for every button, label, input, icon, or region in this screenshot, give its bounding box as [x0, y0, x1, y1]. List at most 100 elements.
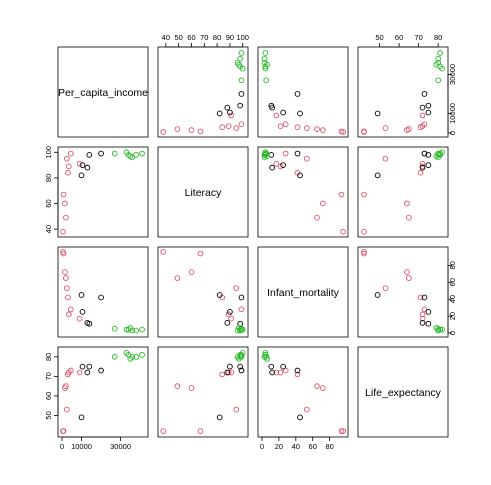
variable-label-infant-mortality: Infant_mortality — [267, 287, 340, 299]
tick-label-top-literacy-4: 80 — [213, 33, 221, 42]
tick-label-right-per-capita-income-2: 30000 — [448, 64, 457, 85]
point-life-expectancy-vs-per-capita-income-g1-1 — [79, 363, 86, 370]
point-infant-mortality-vs-life-expectancy-g0-4 — [382, 285, 389, 292]
point-life-expectancy-vs-per-capita-income-g2-4 — [129, 354, 136, 360]
point-life-expectancy-vs-literacy-g2-6 — [238, 352, 245, 358]
point-infant-mortality-vs-literacy-g1-0 — [216, 292, 223, 298]
point-life-expectancy-vs-infant-mortality-g0-6 — [277, 369, 284, 376]
point-infant-mortality-vs-literacy-g1-4 — [238, 294, 245, 301]
point-life-expectancy-vs-infant-mortality-g1-4 — [294, 367, 301, 374]
point-life-expectancy-vs-infant-mortality-g0-5 — [294, 371, 301, 378]
point-per-capita-income-vs-literacy-g2-0 — [238, 77, 245, 84]
variable-label-literacy: Literacy — [185, 187, 223, 199]
point-infant-mortality-vs-per-capita-income-g0-3 — [63, 275, 69, 281]
point-per-capita-income-vs-literacy-g0-8 — [228, 112, 235, 119]
tick-label-right-infant-mortality-1: 20 — [448, 312, 457, 320]
point-infant-mortality-vs-literacy-g0-1 — [197, 250, 204, 257]
tick-label-bottom-infant-mortality-1: 20 — [275, 442, 283, 451]
point-infant-mortality-vs-literacy-g1-1 — [227, 309, 233, 315]
point-infant-mortality-vs-life-expectancy-g1-0 — [374, 292, 381, 298]
point-per-capita-income-vs-life-expectancy-g1-2 — [419, 104, 426, 111]
point-infant-mortality-vs-per-capita-income-g0-2 — [62, 269, 68, 275]
point-infant-mortality-vs-literacy-g2-6 — [238, 326, 245, 333]
point-life-expectancy-vs-literacy-g0-3 — [174, 383, 181, 389]
tick-label-right-infant-mortality-4: 80 — [448, 261, 457, 269]
tick-label-top-literacy-5: 90 — [226, 33, 234, 42]
point-infant-mortality-vs-per-capita-income-g2-0 — [111, 325, 118, 332]
point-per-capita-income-vs-literacy-g1-4 — [238, 91, 245, 97]
point-literacy-vs-infant-mortality-g0-1 — [338, 191, 345, 198]
point-literacy-vs-life-expectancy-g1-4 — [421, 150, 428, 157]
tick-label-bottom-infant-mortality-2: 40 — [292, 442, 300, 451]
point-per-capita-income-vs-literacy-g0-5 — [219, 124, 226, 130]
point-per-capita-income-vs-infant-mortality-g1-4 — [294, 91, 301, 97]
point-per-capita-income-vs-life-expectancy-g2-5 — [435, 55, 441, 62]
point-literacy-vs-infant-mortality-g0-4 — [303, 155, 310, 162]
point-literacy-vs-life-expectancy-g0-2 — [404, 200, 410, 207]
tick-label-left-literacy-3: 100 — [44, 146, 53, 159]
panel-infant-mortality-vs-life-expectancy — [357, 246, 449, 338]
point-life-expectancy-vs-literacy-g1-4 — [238, 367, 245, 374]
panel-literacy-vs-infant-mortality — [257, 146, 349, 238]
point-literacy-vs-infant-mortality-g2-6 — [262, 150, 269, 157]
point-per-capita-income-vs-literacy-g0-0 — [160, 129, 167, 135]
tick-label-bottom-per-capita-income-0: 0 — [60, 442, 64, 451]
point-life-expectancy-vs-infant-mortality-g1-0 — [297, 414, 303, 421]
point-literacy-vs-per-capita-income-g0-5 — [65, 169, 71, 176]
tick-label-top-life-expectancy-2: 70 — [414, 33, 422, 42]
point-per-capita-income-vs-literacy-g0-3 — [174, 126, 181, 132]
point-per-capita-income-vs-infant-mortality-g2-6 — [262, 50, 269, 56]
point-infant-mortality-vs-literacy-g0-8 — [228, 315, 235, 322]
point-per-capita-income-vs-life-expectancy-g0-3 — [406, 126, 412, 132]
point-per-capita-income-vs-life-expectancy-g1-3 — [425, 102, 432, 109]
point-literacy-vs-infant-mortality-g0-7 — [282, 150, 289, 157]
point-literacy-vs-per-capita-income-g1-0 — [78, 172, 85, 179]
point-per-capita-income-vs-infant-mortality-g2-5 — [261, 55, 268, 62]
point-infant-mortality-vs-life-expectancy-g2-6 — [437, 326, 443, 333]
point-infant-mortality-vs-per-capita-income-g2-6 — [139, 326, 145, 333]
tick-label-top-literacy-6: 100 — [236, 33, 249, 42]
tick-label-top-literacy-1: 50 — [174, 33, 182, 42]
point-life-expectancy-vs-literacy-g0-8 — [228, 369, 235, 376]
panel-per-capita-income-vs-infant-mortality — [257, 46, 349, 138]
point-infant-mortality-vs-life-expectancy-g0-5 — [417, 294, 424, 301]
point-infant-mortality-vs-literacy-g2-5 — [237, 327, 244, 334]
variable-label-life-expectancy: Life_expectancy — [365, 387, 442, 399]
point-per-capita-income-vs-infant-mortality-g0-1 — [338, 128, 345, 135]
point-life-expectancy-vs-literacy-g0-2 — [188, 385, 195, 391]
point-literacy-vs-life-expectancy-g0-8 — [419, 160, 426, 167]
panel-infant-mortality-vs-per-capita-income — [57, 246, 149, 338]
point-infant-mortality-vs-per-capita-income-g1-0 — [78, 292, 85, 298]
point-infant-mortality-vs-literacy-g0-7 — [238, 306, 245, 313]
point-per-capita-income-vs-literacy-g0-6 — [225, 123, 232, 130]
point-literacy-vs-infant-mortality-g0-8 — [273, 160, 280, 167]
tick-label-bottom-per-capita-income-2: 30000 — [110, 442, 131, 451]
tick-label-top-life-expectancy-1: 60 — [395, 33, 403, 42]
point-life-expectancy-vs-per-capita-income-g0-3 — [63, 383, 69, 389]
point-per-capita-income-vs-infant-mortality-g1-3 — [268, 102, 275, 109]
tick-label-right-infant-mortality-2: 40 — [448, 295, 457, 303]
point-literacy-vs-per-capita-income-g0-0 — [60, 228, 66, 235]
point-literacy-vs-life-expectancy-g2-6 — [437, 150, 443, 157]
point-infant-mortality-vs-life-expectancy-g0-7 — [421, 306, 428, 313]
point-per-capita-income-vs-infant-mortality-g0-6 — [277, 123, 284, 130]
tick-label-top-literacy-0: 40 — [162, 33, 170, 42]
point-infant-mortality-vs-per-capita-income-g0-5 — [65, 294, 71, 301]
point-life-expectancy-vs-infant-mortality-g0-7 — [282, 367, 289, 374]
point-literacy-vs-infant-mortality-g1-0 — [297, 172, 303, 179]
point-literacy-vs-per-capita-income-g2-4 — [129, 154, 136, 161]
point-life-expectancy-vs-literacy-g1-0 — [216, 414, 223, 421]
panel-literacy-vs-life-expectancy — [357, 146, 449, 238]
panel-life-expectancy-vs-literacy — [157, 346, 249, 438]
tick-label-right-per-capita-income-0: 0 — [448, 131, 457, 135]
point-literacy-vs-life-expectancy-g0-3 — [406, 214, 412, 221]
point-per-capita-income-vs-infant-mortality-g0-7 — [282, 121, 289, 128]
point-literacy-vs-per-capita-income-g1-4 — [98, 150, 104, 157]
tick-label-right-infant-mortality-3: 60 — [448, 278, 457, 286]
panel-per-capita-income-vs-per-capita-income — [57, 46, 149, 138]
point-life-expectancy-vs-per-capita-income-g0-7 — [67, 367, 74, 374]
tick-label-left-life-expectancy-0: 50 — [44, 411, 53, 419]
point-life-expectancy-vs-infant-mortality-g0-4 — [303, 406, 310, 413]
tick-label-right-infant-mortality-0: 0 — [448, 331, 457, 335]
